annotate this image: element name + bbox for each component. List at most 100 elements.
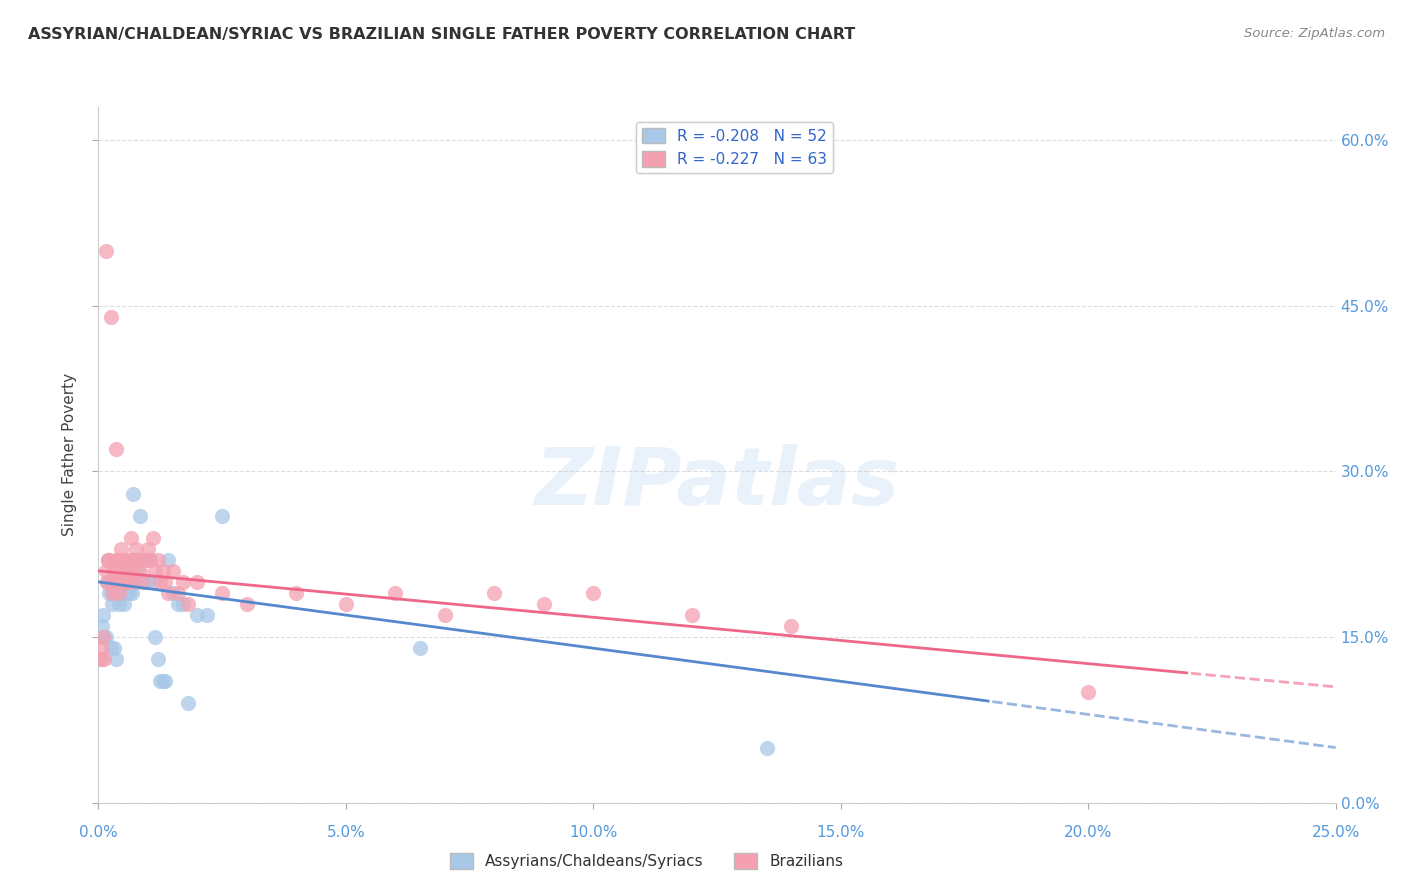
Point xyxy=(114,564,136,578)
Point xyxy=(149,574,172,589)
Legend: R = -0.208   N = 52, R = -0.227   N = 63: R = -0.208 N = 52, R = -0.227 N = 63 xyxy=(636,121,834,173)
Text: Source: ZipAtlas.com: Source: ZipAtlas.com xyxy=(1244,27,1385,40)
Point xyxy=(127,553,149,567)
Text: 25.0%: 25.0% xyxy=(1312,825,1360,840)
Point xyxy=(484,586,506,600)
Point xyxy=(115,586,138,600)
Point xyxy=(112,574,135,589)
Point xyxy=(155,574,177,589)
Text: 5.0%: 5.0% xyxy=(326,825,366,840)
Point xyxy=(93,608,115,623)
Point xyxy=(94,564,117,578)
Point xyxy=(1077,685,1099,699)
Point xyxy=(93,630,115,644)
Point xyxy=(101,597,124,611)
Point xyxy=(166,586,188,600)
Point xyxy=(96,574,118,589)
Point xyxy=(146,652,169,666)
Point xyxy=(104,652,127,666)
Point xyxy=(186,574,208,589)
Point xyxy=(94,244,117,258)
Point xyxy=(146,553,169,567)
Point xyxy=(129,564,152,578)
Point xyxy=(409,641,432,656)
Point xyxy=(118,586,141,600)
Point xyxy=(103,641,125,656)
Point xyxy=(211,508,233,523)
Point xyxy=(136,574,159,589)
Point xyxy=(172,574,194,589)
Point xyxy=(114,574,136,589)
Point xyxy=(186,608,208,623)
Point xyxy=(195,608,218,623)
Point xyxy=(111,574,134,589)
Point xyxy=(100,641,122,656)
Point xyxy=(139,553,162,567)
Point xyxy=(122,486,145,500)
Point xyxy=(90,652,112,666)
Point xyxy=(115,574,138,589)
Point xyxy=(108,586,131,600)
Point xyxy=(110,541,132,556)
Point xyxy=(90,652,112,666)
Point xyxy=(97,553,120,567)
Point xyxy=(124,553,146,567)
Point xyxy=(172,597,194,611)
Point xyxy=(156,553,179,567)
Point xyxy=(122,574,145,589)
Point xyxy=(122,574,145,589)
Text: 10.0%: 10.0% xyxy=(569,825,617,840)
Point xyxy=(129,508,152,523)
Point xyxy=(108,597,131,611)
Point xyxy=(120,574,142,589)
Point xyxy=(104,553,127,567)
Point xyxy=(94,630,117,644)
Point xyxy=(98,553,121,567)
Point xyxy=(117,564,139,578)
Point xyxy=(176,697,198,711)
Point xyxy=(93,652,115,666)
Point xyxy=(98,586,121,600)
Point xyxy=(121,586,143,600)
Point xyxy=(143,630,166,644)
Point xyxy=(105,574,128,589)
Point xyxy=(433,608,456,623)
Point xyxy=(211,586,233,600)
Point xyxy=(105,564,128,578)
Text: 15.0%: 15.0% xyxy=(817,825,865,840)
Point xyxy=(107,553,129,567)
Point xyxy=(96,574,118,589)
Point xyxy=(125,553,148,567)
Point xyxy=(124,541,146,556)
Point xyxy=(112,553,135,567)
Point xyxy=(166,597,188,611)
Point xyxy=(100,574,122,589)
Y-axis label: Single Father Poverty: Single Father Poverty xyxy=(62,374,77,536)
Point xyxy=(582,586,605,600)
Point xyxy=(121,553,143,567)
Point xyxy=(111,553,134,567)
Point xyxy=(780,619,803,633)
Point xyxy=(125,574,148,589)
Point xyxy=(112,574,135,589)
Point xyxy=(112,597,135,611)
Point xyxy=(755,740,778,755)
Point xyxy=(152,674,174,689)
Point xyxy=(155,674,177,689)
Point xyxy=(533,597,555,611)
Point xyxy=(162,586,184,600)
Point xyxy=(142,531,165,545)
Point xyxy=(122,564,145,578)
Text: ZIPatlas: ZIPatlas xyxy=(534,443,900,522)
Point xyxy=(117,553,139,567)
Point xyxy=(136,541,159,556)
Point xyxy=(142,574,165,589)
Point xyxy=(139,553,162,567)
Point xyxy=(236,597,259,611)
Point xyxy=(134,574,156,589)
Point xyxy=(100,310,122,324)
Point xyxy=(127,564,149,578)
Point xyxy=(101,586,124,600)
Point xyxy=(143,564,166,578)
Legend: Assyrians/Chaldeans/Syriacs, Brazilians: Assyrians/Chaldeans/Syriacs, Brazilians xyxy=(444,847,849,875)
